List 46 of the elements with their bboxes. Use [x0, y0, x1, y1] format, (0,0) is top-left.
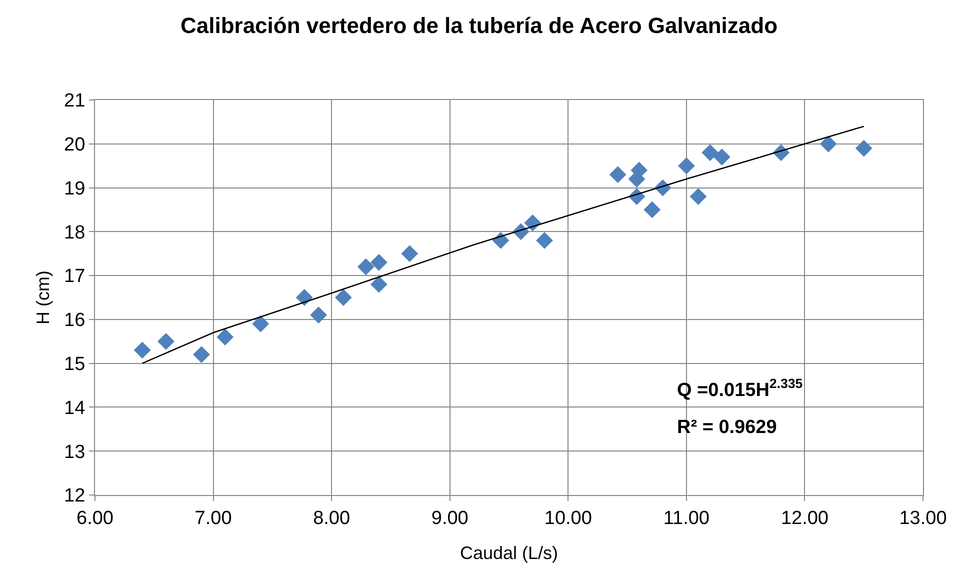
point [702, 144, 719, 162]
y-tick-label: 12 [64, 486, 86, 507]
y-axis-title: H (cm) [33, 270, 53, 324]
point [252, 315, 270, 332]
x-tick-label: 8.00 [313, 508, 350, 529]
point [310, 306, 328, 324]
x-tick-label: 9.00 [431, 508, 468, 529]
point [158, 332, 174, 350]
x-tick-label: 10.00 [544, 508, 592, 529]
point [713, 148, 730, 166]
x-axis-title: Caudal (L/s) [460, 543, 558, 563]
x-tick-label: 12.00 [780, 508, 828, 529]
y-tick-label: 17 [64, 266, 86, 288]
y-tick-label: 20 [64, 134, 86, 156]
point [678, 157, 695, 174]
x-tick-label: 6.00 [76, 508, 114, 529]
line-series [142, 126, 865, 364]
point [134, 342, 151, 359]
y-tick-label: 21 [64, 90, 86, 112]
x-tick-label: 11.00 [663, 508, 710, 529]
y-tick-label: 14 [64, 398, 86, 419]
point [296, 289, 313, 306]
point [536, 232, 553, 249]
point [492, 232, 510, 249]
point [855, 140, 872, 157]
point [370, 254, 388, 271]
annotation: Q =0.015H$^{2.335}$ [677, 376, 804, 401]
point [820, 135, 837, 152]
annotation: R² = 0.9629 [677, 417, 777, 438]
y-tick-label: 16 [64, 310, 86, 332]
y-tick-label: 18 [64, 222, 86, 244]
point [401, 245, 418, 262]
point [690, 188, 707, 206]
point [357, 258, 374, 276]
y-tick-label: 15 [64, 354, 86, 375]
point [216, 328, 234, 346]
point [609, 166, 626, 184]
point [193, 346, 210, 364]
point [370, 276, 388, 293]
point [334, 289, 352, 306]
x-tick-label: 7.00 [194, 508, 232, 529]
chart-title: Calibración vertedero de la tubería de Acero Galvanizado [180, 12, 778, 38]
y-tick-label: 13 [64, 442, 86, 463]
x-tick-label: 13.00 [899, 508, 947, 529]
point [644, 201, 661, 218]
y-tick-label: 19 [64, 178, 86, 200]
